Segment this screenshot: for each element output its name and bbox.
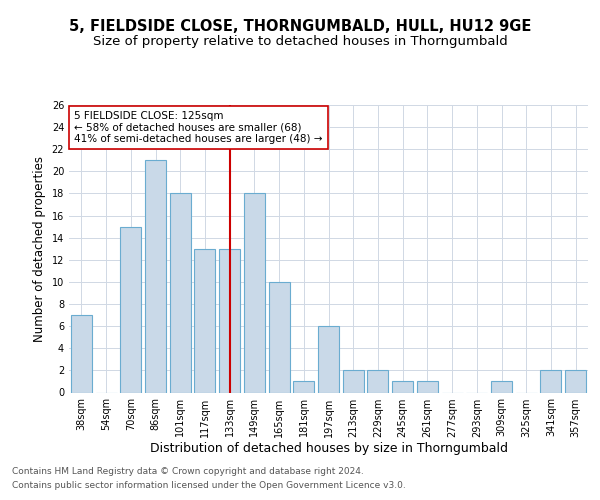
- Bar: [318, 326, 339, 392]
- Bar: [145, 160, 166, 392]
- Bar: [269, 282, 290, 393]
- Bar: [541, 370, 562, 392]
- X-axis label: Distribution of detached houses by size in Thorngumbald: Distribution of detached houses by size …: [149, 442, 508, 456]
- Bar: [417, 382, 438, 392]
- Text: Contains HM Land Registry data © Crown copyright and database right 2024.: Contains HM Land Registry data © Crown c…: [12, 467, 364, 476]
- Text: 5, FIELDSIDE CLOSE, THORNGUMBALD, HULL, HU12 9GE: 5, FIELDSIDE CLOSE, THORNGUMBALD, HULL, …: [69, 19, 531, 34]
- Bar: [219, 248, 240, 392]
- Bar: [194, 248, 215, 392]
- Text: 5 FIELDSIDE CLOSE: 125sqm
← 58% of detached houses are smaller (68)
41% of semi-: 5 FIELDSIDE CLOSE: 125sqm ← 58% of detac…: [74, 111, 323, 144]
- Bar: [71, 315, 92, 392]
- Bar: [120, 226, 141, 392]
- Bar: [170, 194, 191, 392]
- Y-axis label: Number of detached properties: Number of detached properties: [33, 156, 46, 342]
- Text: Size of property relative to detached houses in Thorngumbald: Size of property relative to detached ho…: [92, 35, 508, 48]
- Bar: [343, 370, 364, 392]
- Bar: [392, 382, 413, 392]
- Text: Contains public sector information licensed under the Open Government Licence v3: Contains public sector information licen…: [12, 481, 406, 490]
- Bar: [565, 370, 586, 392]
- Bar: [244, 194, 265, 392]
- Bar: [367, 370, 388, 392]
- Bar: [293, 382, 314, 392]
- Bar: [491, 382, 512, 392]
